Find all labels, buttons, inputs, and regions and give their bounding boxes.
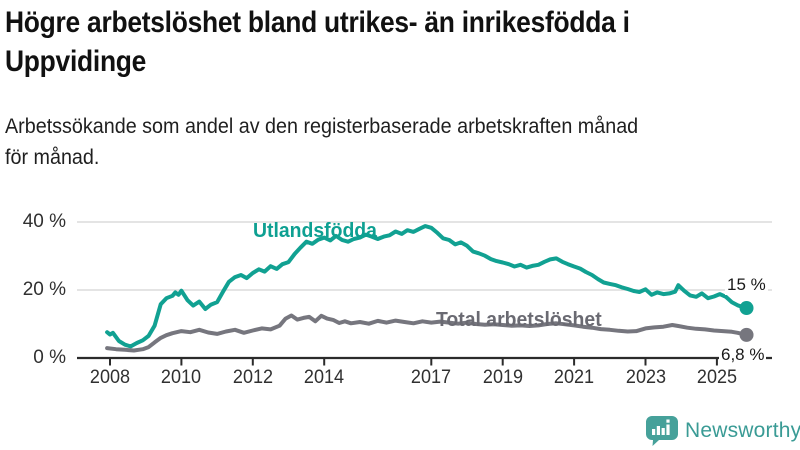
x-tick-label: 2008 [89, 367, 131, 388]
x-tick-label: 2012 [232, 367, 273, 388]
x-tick-label: 2023 [625, 367, 666, 388]
end-value-label-total: 6,8 % [719, 345, 767, 365]
x-tick-label: 2017 [411, 367, 452, 388]
logo-text: Newsworthy [685, 419, 800, 442]
x-tick-label: 2019 [482, 367, 523, 388]
y-tick-label: 0 % [33, 347, 66, 368]
end-value-label-utlandsfodda: 15 % [725, 275, 768, 295]
y-tick-label: 20 % [22, 279, 66, 300]
series-label-total-arbetsloshet: Total arbetslöshet [436, 309, 602, 331]
data-line-utlandsfodda [105, 224, 749, 349]
subtitle-line-1: Arbetssökande som andel av den registerb… [5, 115, 639, 138]
y-tick-label: 40 % [22, 211, 66, 232]
series-label-utlandsfodda: Utlandsfödda [253, 220, 377, 242]
end-point-marker [739, 301, 754, 316]
subtitle-line-2: för månad. [5, 146, 100, 169]
x-tick-label: 2014 [304, 367, 345, 388]
x-tick-label: 2010 [161, 367, 202, 388]
x-tick-label: 2021 [554, 367, 595, 388]
newsworthy-logo: Newsworthy [646, 416, 800, 446]
page-title-line-1: Högre arbetslöshet bland utrikes- än inr… [5, 6, 630, 39]
newsworthy-bubble-chart-icon [646, 416, 678, 446]
x-tick-label: 2025 [696, 367, 737, 388]
page-title-line-2: Uppvidinge [5, 45, 147, 78]
end-point-marker [739, 327, 754, 342]
data-line-total [105, 313, 749, 353]
